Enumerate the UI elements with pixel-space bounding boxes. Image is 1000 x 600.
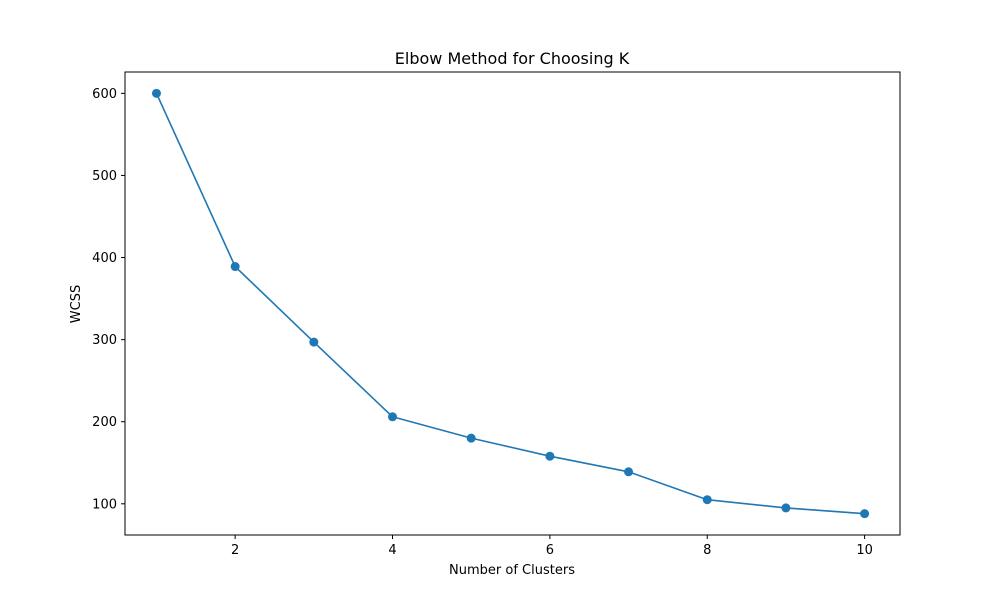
y-tick-label: 200	[92, 415, 117, 430]
x-tick-label: 4	[388, 543, 396, 558]
plot-area	[151, 88, 870, 519]
x-tick-label: 8	[703, 543, 711, 558]
y-tick-label: 300	[92, 333, 117, 348]
y-tick-label: 400	[92, 251, 117, 266]
wcss-series-line	[155, 92, 866, 515]
y-tick-label: 600	[92, 87, 117, 102]
y-tick-label: 500	[92, 169, 117, 184]
data-point-marker	[466, 433, 476, 443]
plot-frame	[124, 71, 901, 536]
x-tick-label: 6	[546, 543, 554, 558]
data-point-marker	[309, 337, 319, 347]
y-tick-label: 100	[92, 497, 117, 512]
data-point-marker	[624, 467, 634, 477]
data-point-marker	[781, 503, 791, 513]
data-point-marker	[702, 495, 712, 505]
data-point-marker	[230, 262, 240, 272]
data-point-marker	[860, 509, 870, 519]
x-tick-label: 2	[231, 543, 239, 558]
data-point-marker	[545, 451, 555, 461]
chart-title: Elbow Method for Choosing K	[395, 49, 630, 68]
data-point-marker	[151, 88, 161, 98]
x-axis: 2 4 6 8 10	[231, 535, 873, 558]
data-point-marker	[388, 412, 398, 422]
y-axis-label: WCSS	[69, 285, 84, 323]
x-axis-label: Number of Clusters	[449, 563, 575, 578]
x-tick-label: 10	[856, 543, 873, 558]
y-axis: 100 200 300 400 500 600	[92, 87, 125, 512]
